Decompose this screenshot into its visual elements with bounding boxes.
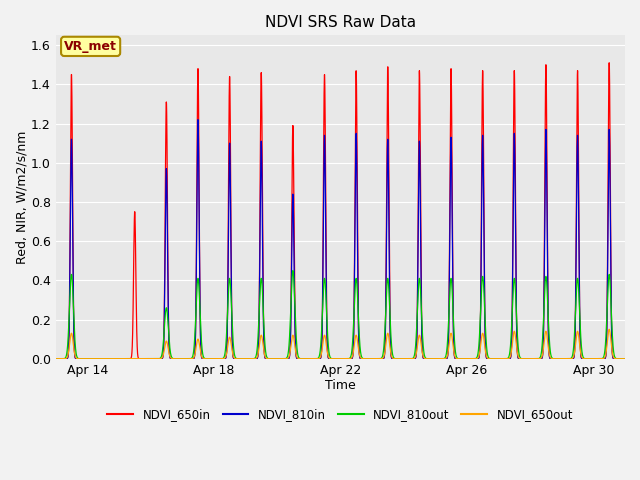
NDVI_810out [204,356,212,361]
Text: VR_met: VR_met [64,40,117,53]
Title: NDVI SRS Raw Data: NDVI SRS Raw Data [265,15,416,30]
NDVI_650out [501,356,509,361]
NDVI_650in [621,356,629,361]
NDVI_810out [84,356,92,361]
NDVI_810in [113,356,120,361]
X-axis label: Time: Time [325,379,356,392]
NDVI_650in [408,356,416,361]
NDVI_650in [84,356,92,361]
NDVI_810in [204,356,212,361]
NDVI_650in [605,60,613,66]
NDVI_650out [400,356,408,361]
NDVI_650out [408,356,416,361]
NDVI_810out [612,355,620,361]
NDVI_650out [612,356,620,361]
NDVI_810out [115,356,123,361]
NDVI_810in [408,356,416,361]
Legend: NDVI_650in, NDVI_810in, NDVI_810out, NDVI_650out: NDVI_650in, NDVI_810in, NDVI_810out, NDV… [102,403,578,426]
NDVI_810out [289,268,297,274]
NDVI_650out [621,356,629,361]
NDVI_810in [400,356,408,361]
Line: NDVI_650in: NDVI_650in [56,63,625,359]
NDVI_810out [621,356,629,361]
Line: NDVI_650out: NDVI_650out [56,329,625,359]
NDVI_650out [84,356,92,361]
NDVI_650out [204,356,212,361]
Line: NDVI_810out: NDVI_810out [56,271,625,359]
Y-axis label: Red, NIR, W/m2/s/nm: Red, NIR, W/m2/s/nm [15,131,28,264]
NDVI_650out [115,356,123,361]
NDVI_810out [400,356,408,361]
NDVI_650in [612,356,620,361]
NDVI_650in [99,356,107,361]
NDVI_650out [605,326,613,332]
NDVI_650out [52,356,60,361]
NDVI_810in [612,356,620,361]
NDVI_650in [501,356,509,361]
NDVI_810in [194,117,202,122]
NDVI_810in [501,356,509,361]
NDVI_650in [204,356,212,361]
NDVI_810out [501,356,509,361]
NDVI_650in [400,356,408,361]
NDVI_810out [408,356,416,361]
NDVI_650in [52,356,60,361]
Line: NDVI_810in: NDVI_810in [56,120,625,359]
NDVI_810out [52,356,60,361]
NDVI_810in [621,356,629,361]
NDVI_810in [84,356,92,361]
NDVI_810in [52,356,60,361]
